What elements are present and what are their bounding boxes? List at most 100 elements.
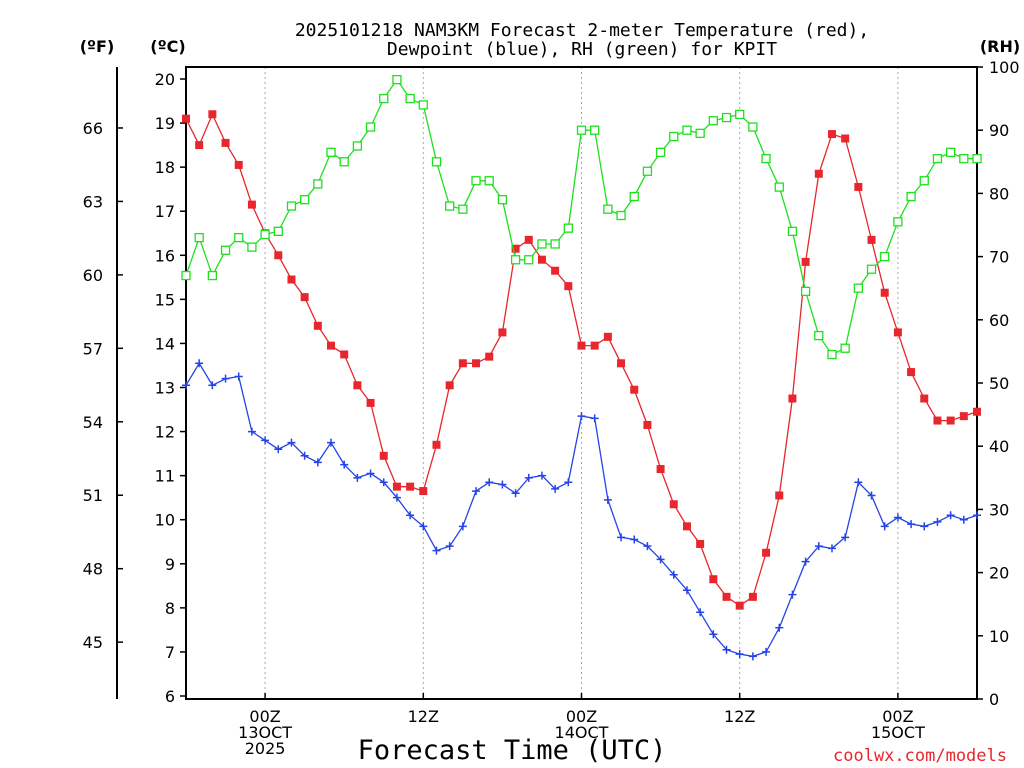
dewpoint-point [406, 511, 415, 520]
dewpoint-point [234, 372, 243, 381]
2-meter-temperature-point [537, 255, 546, 264]
dewpoint-point [340, 460, 349, 469]
credit-link[interactable]: coolwx.com/models [833, 746, 1007, 766]
celsius-tick-label: 17 [155, 202, 175, 221]
2-meter-temperature-point [973, 407, 981, 416]
rh-point [866, 264, 877, 274]
2-meter-temperature-point [313, 321, 322, 330]
2-meter-temperature-point [208, 110, 217, 119]
dewpoint-point [313, 458, 322, 467]
time-tick-label: 2025 [245, 739, 286, 758]
2-meter-temperature-point [551, 266, 560, 275]
rh-point [721, 112, 732, 123]
dewpoint-point [485, 478, 494, 487]
celsius-tick-label: 16 [155, 246, 175, 265]
dewpoint-point [432, 546, 441, 555]
2-meter-temperature-point [392, 482, 401, 491]
rh-point [497, 195, 508, 205]
dewpoint-point [617, 533, 626, 542]
time-tick-label: 00Z [249, 707, 280, 726]
dewpoint-point [696, 608, 705, 617]
dewpoint-point [775, 623, 784, 632]
dewpoint-point [814, 542, 823, 551]
fahrenheit-tick-label: 45 [83, 633, 103, 652]
2-meter-temperature-point [195, 141, 204, 150]
2-meter-temperature-point [511, 244, 520, 253]
dewpoint-point [353, 473, 362, 482]
rh-point [563, 223, 573, 233]
rh-point [708, 116, 718, 126]
celsius-tick-label: 12 [155, 423, 175, 442]
2-meter-temperature-point [775, 491, 784, 500]
rh-point [326, 147, 336, 157]
rh-point [945, 147, 956, 157]
2-meter-temperature-point [867, 235, 876, 244]
dewpoint-point [669, 570, 678, 579]
2-meter-temperature-point [327, 341, 336, 350]
rh-point [880, 251, 890, 262]
time-tick-label: 13OCT [238, 723, 292, 742]
dewpoint-point [537, 471, 546, 480]
rh-point [458, 204, 468, 214]
time-tick-label: 12Z [724, 707, 755, 726]
dewpoint-point [893, 513, 902, 522]
dewpoint-point [880, 522, 889, 531]
2-meter-temperature-point [735, 601, 744, 610]
celsius-tick-label: 20 [155, 70, 175, 89]
dewpoint-point [419, 522, 428, 531]
rh-point [932, 153, 943, 164]
2-meter-temperature-point [920, 394, 929, 403]
2-meter-temperature-point [933, 416, 942, 425]
dewpoint-point [656, 555, 665, 564]
rh-tick-label: 100 [989, 58, 1020, 77]
rh-axis: 0 10 20 30 40 50 60 70 80 90 100 [977, 58, 1020, 709]
rh-point [339, 157, 349, 167]
2-meter-temperature-point [907, 368, 916, 377]
rh-point [392, 74, 402, 85]
rh-point [405, 93, 415, 104]
celsius-tick-label: 18 [155, 158, 175, 177]
dewpoint-point [564, 478, 573, 487]
dewpoint-point [603, 495, 612, 504]
rh-point [299, 195, 310, 205]
rh-tick-label: 70 [989, 248, 1009, 267]
2-meter-temperature-point [406, 482, 415, 491]
rh-point [590, 125, 600, 135]
2-meter-temperature-point [432, 440, 441, 449]
dewpoint-point [221, 374, 230, 383]
dewpoint-point [867, 491, 876, 500]
dewpoint-point [195, 359, 204, 368]
2-meter-temperature-point [590, 341, 599, 350]
dewpoint-point [933, 517, 942, 526]
rh-tick-label: 80 [989, 184, 1009, 203]
celsius-tick-label: 8 [165, 599, 175, 618]
rh-point [220, 245, 231, 255]
dewpoint-point [208, 381, 217, 390]
2-meter-temperature-point [340, 350, 349, 359]
fahrenheit-tick-label: 57 [83, 339, 103, 358]
dewpoint-point [590, 414, 599, 423]
2-meter-temperature-point [353, 381, 362, 390]
2-meter-temperature-point [485, 352, 494, 361]
dewpoint-point [511, 489, 520, 498]
time-tick-label: 12Z [408, 707, 439, 726]
rh-point [247, 242, 257, 252]
rh-point [273, 226, 283, 236]
fahrenheit-tick-label: 60 [83, 266, 103, 285]
rh-point [735, 109, 745, 120]
2-meter-temperature-point [762, 548, 771, 557]
rh-point [286, 201, 297, 211]
2-meter-temperature-point [643, 420, 652, 429]
chart-title: 2025101218 NAM3KM Forecast 2-meter Tempe… [295, 20, 869, 60]
2-meter-temperature-point [722, 592, 731, 601]
rh-unit-label: (RH) [980, 37, 1020, 56]
rh-point [418, 100, 428, 110]
2-meter-temperature-point [709, 575, 718, 584]
celsius-tick-label: 15 [155, 290, 175, 309]
2-meter-temperature-point [841, 134, 850, 143]
dewpoint-point [472, 487, 481, 496]
rh-tick-label: 0 [989, 690, 999, 709]
2-meter-temperature-point [946, 416, 955, 425]
2-meter-temperature-point [472, 359, 481, 368]
